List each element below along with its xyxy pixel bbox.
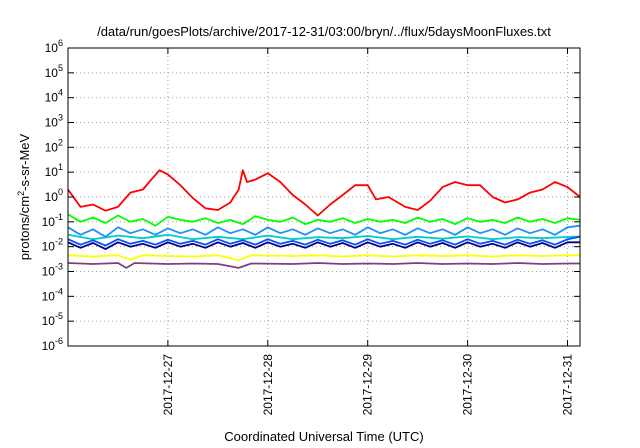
y-tick-label: 10-2 — [42, 237, 63, 254]
y-tick-label: 102 — [45, 137, 63, 154]
series-line-5 — [67, 235, 581, 247]
x-tick-label: 2017-12-27 — [161, 354, 175, 416]
y-tick-label: 104 — [45, 88, 63, 105]
y-tick-labels: 10-6 10-5 10-4 10-3 10-2 10-1 100 101 102 103 104 1… — [42, 38, 63, 353]
x-tick-label: 2017-12-29 — [361, 354, 375, 416]
y-axis-label-rest: -s-sr-MeV — [17, 133, 32, 190]
series-line-2 — [67, 213, 581, 227]
series-line-1 — [67, 169, 581, 217]
y-axis-label: protons/cm2-s-sr-MeV — [16, 133, 32, 260]
grid — [68, 48, 580, 346]
y-tick-label: 105 — [45, 63, 63, 80]
x-tick-label: 2017-12-31 — [561, 354, 575, 416]
y-tick-label: 10-6 — [42, 336, 63, 353]
series-line-7 — [67, 254, 580, 262]
x-tick-labels: 2017-12-27 2017-12-28 2017-12-29 2017-12-30… — [161, 354, 575, 416]
x-tick-label: 2017-12-30 — [461, 354, 475, 416]
series-line-6 — [67, 241, 580, 251]
y-tick-label: 10-1 — [42, 212, 63, 229]
x-axis-label: Coordinated Universal Time (UTC) — [224, 429, 423, 444]
series-line-3 — [67, 233, 581, 241]
series-layer — [67, 169, 581, 269]
series-line-8 — [67, 262, 580, 269]
y-tick-label: 10-4 — [42, 286, 63, 303]
chart-title: /data/run/goesPlots/archive/2017-12-31/0… — [97, 24, 551, 39]
y-axis-label-sup: 2 — [16, 191, 26, 196]
series-line-4 — [67, 224, 581, 238]
y-tick-label: 103 — [45, 113, 63, 130]
y-axis-label-base: protons/cm — [17, 196, 32, 260]
y-tick-label: 10-3 — [42, 262, 63, 279]
tick-layer — [68, 47, 580, 347]
y-tick-label: 100 — [45, 187, 63, 204]
y-tick-label: 10-5 — [42, 311, 63, 328]
y-tick-label: 101 — [45, 162, 63, 179]
x-tick-label: 2017-12-28 — [261, 354, 275, 416]
y-tick-label: 106 — [45, 38, 63, 55]
